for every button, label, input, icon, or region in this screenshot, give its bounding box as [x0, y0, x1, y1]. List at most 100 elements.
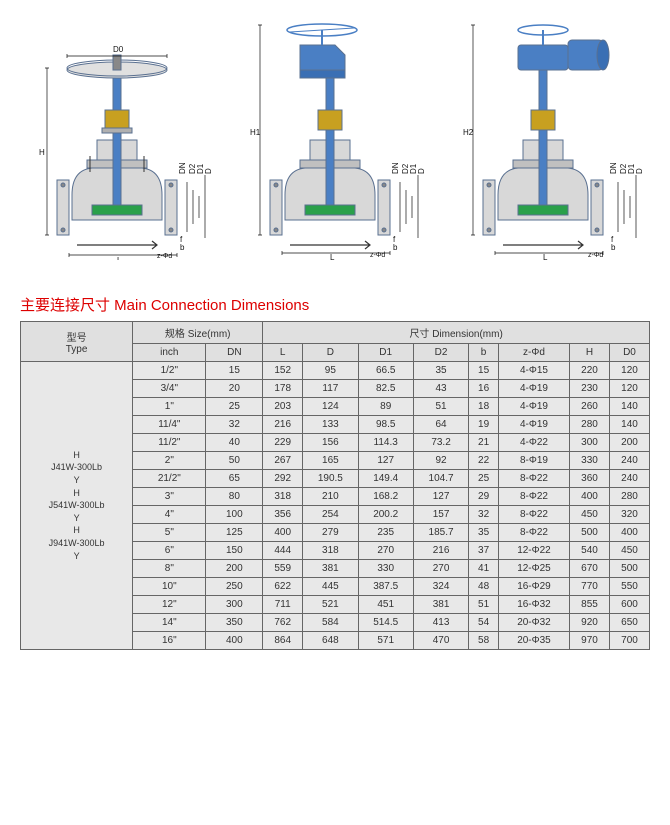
cell-b: 22 [469, 452, 499, 470]
cell-z: 4-Φ19 [498, 380, 569, 398]
cell-d2: 470 [413, 632, 468, 650]
cell-d1: 82.5 [358, 380, 413, 398]
cell-d0: 120 [609, 362, 649, 380]
cell-inch: 14" [133, 614, 206, 632]
technical-diagrams: D0 H L DN D2 D1 D f b z-Φd [0, 0, 670, 290]
cell-z: 8-Φ19 [498, 452, 569, 470]
dim-d-label: D [204, 168, 213, 174]
cell-d1: 149.4 [358, 470, 413, 488]
cell-d2: 51 [413, 398, 468, 416]
cell-l: 711 [263, 596, 303, 614]
cell-h: 855 [570, 596, 610, 614]
dim-zphi-label: z-Φd [157, 253, 172, 260]
cell-dn: 20 [206, 380, 263, 398]
cell-inch: 12" [133, 596, 206, 614]
svg-text:b: b [611, 243, 616, 252]
cell-d: 210 [303, 488, 358, 506]
cell-d2: 381 [413, 596, 468, 614]
cell-h: 500 [570, 524, 610, 542]
section-title: 主要连接尺寸 Main Connection Dimensions [0, 290, 670, 321]
cell-d0: 280 [609, 488, 649, 506]
dim-l-label-2: L [330, 253, 335, 260]
cell-l: 216 [263, 416, 303, 434]
cell-h: 450 [570, 506, 610, 524]
cell-b: 48 [469, 578, 499, 596]
cell-z: 12-Φ25 [498, 560, 569, 578]
cell-d0: 650 [609, 614, 649, 632]
svg-text:L: L [543, 253, 548, 260]
col-d0: D0 [609, 344, 649, 362]
cell-h: 970 [570, 632, 610, 650]
cell-l: 762 [263, 614, 303, 632]
cell-d0: 400 [609, 524, 649, 542]
cell-d: 584 [303, 614, 358, 632]
cell-d: 254 [303, 506, 358, 524]
cell-d1: 114.3 [358, 434, 413, 452]
cell-d1: 270 [358, 542, 413, 560]
cell-d0: 500 [609, 560, 649, 578]
cell-z: 4-Φ15 [498, 362, 569, 380]
cell-h: 330 [570, 452, 610, 470]
col-b: b [469, 344, 499, 362]
svg-text:D: D [417, 168, 426, 174]
cell-d0: 320 [609, 506, 649, 524]
cell-l: 864 [263, 632, 303, 650]
cell-dn: 65 [206, 470, 263, 488]
col-h: H [570, 344, 610, 362]
cell-inch: 5" [133, 524, 206, 542]
cell-dn: 150 [206, 542, 263, 560]
col-size: 规格 Size(mm) [133, 322, 263, 344]
cell-h: 280 [570, 416, 610, 434]
cell-l: 356 [263, 506, 303, 524]
col-type: 型号 Type [21, 322, 133, 362]
cell-d1: 168.2 [358, 488, 413, 506]
cell-dn: 125 [206, 524, 263, 542]
cell-h: 300 [570, 434, 610, 452]
cell-d: 124 [303, 398, 358, 416]
cell-d2: 73.2 [413, 434, 468, 452]
cell-l: 152 [263, 362, 303, 380]
cell-d0: 120 [609, 380, 649, 398]
cell-d: 318 [303, 542, 358, 560]
cell-inch: 1" [133, 398, 206, 416]
cell-d2: 104.7 [413, 470, 468, 488]
dim-b-label: b [180, 243, 185, 252]
cell-l: 267 [263, 452, 303, 470]
cell-b: 51 [469, 596, 499, 614]
cell-z: 20-Φ35 [498, 632, 569, 650]
cell-inch: 10" [133, 578, 206, 596]
col-inch: inch [133, 344, 206, 362]
cell-dn: 350 [206, 614, 263, 632]
cell-d0: 240 [609, 470, 649, 488]
svg-text:DN: DN [391, 162, 400, 174]
cell-inch: 8" [133, 560, 206, 578]
cell-l: 318 [263, 488, 303, 506]
cell-d0: 450 [609, 542, 649, 560]
cell-b: 25 [469, 470, 499, 488]
cell-dn: 250 [206, 578, 263, 596]
cell-z: 8-Φ22 [498, 524, 569, 542]
cell-z: 20-Φ32 [498, 614, 569, 632]
type-cell: H J41W-300Lb Y H J541W-300Lb Y H J941W-3… [21, 362, 133, 650]
col-l: L [263, 344, 303, 362]
cell-inch: 4" [133, 506, 206, 524]
cell-d: 521 [303, 596, 358, 614]
svg-text:DN: DN [609, 162, 618, 174]
cell-b: 41 [469, 560, 499, 578]
cell-d2: 43 [413, 380, 468, 398]
cell-inch: 11/4" [133, 416, 206, 434]
cell-dn: 25 [206, 398, 263, 416]
cell-dn: 15 [206, 362, 263, 380]
cell-d: 156 [303, 434, 358, 452]
table-row: H J41W-300Lb Y H J541W-300Lb Y H J941W-3… [21, 362, 650, 380]
dimensions-table-wrap: 型号 Type 规格 Size(mm) 尺寸 Dimension(mm) inc… [0, 321, 670, 670]
cell-d1: 514.5 [358, 614, 413, 632]
cell-h: 220 [570, 362, 610, 380]
cell-d2: 157 [413, 506, 468, 524]
cell-h: 920 [570, 614, 610, 632]
cell-dn: 32 [206, 416, 263, 434]
dimensions-table: 型号 Type 规格 Size(mm) 尺寸 Dimension(mm) inc… [20, 321, 650, 650]
cell-l: 178 [263, 380, 303, 398]
col-dim: 尺寸 Dimension(mm) [263, 322, 650, 344]
col-dn: DN [206, 344, 263, 362]
